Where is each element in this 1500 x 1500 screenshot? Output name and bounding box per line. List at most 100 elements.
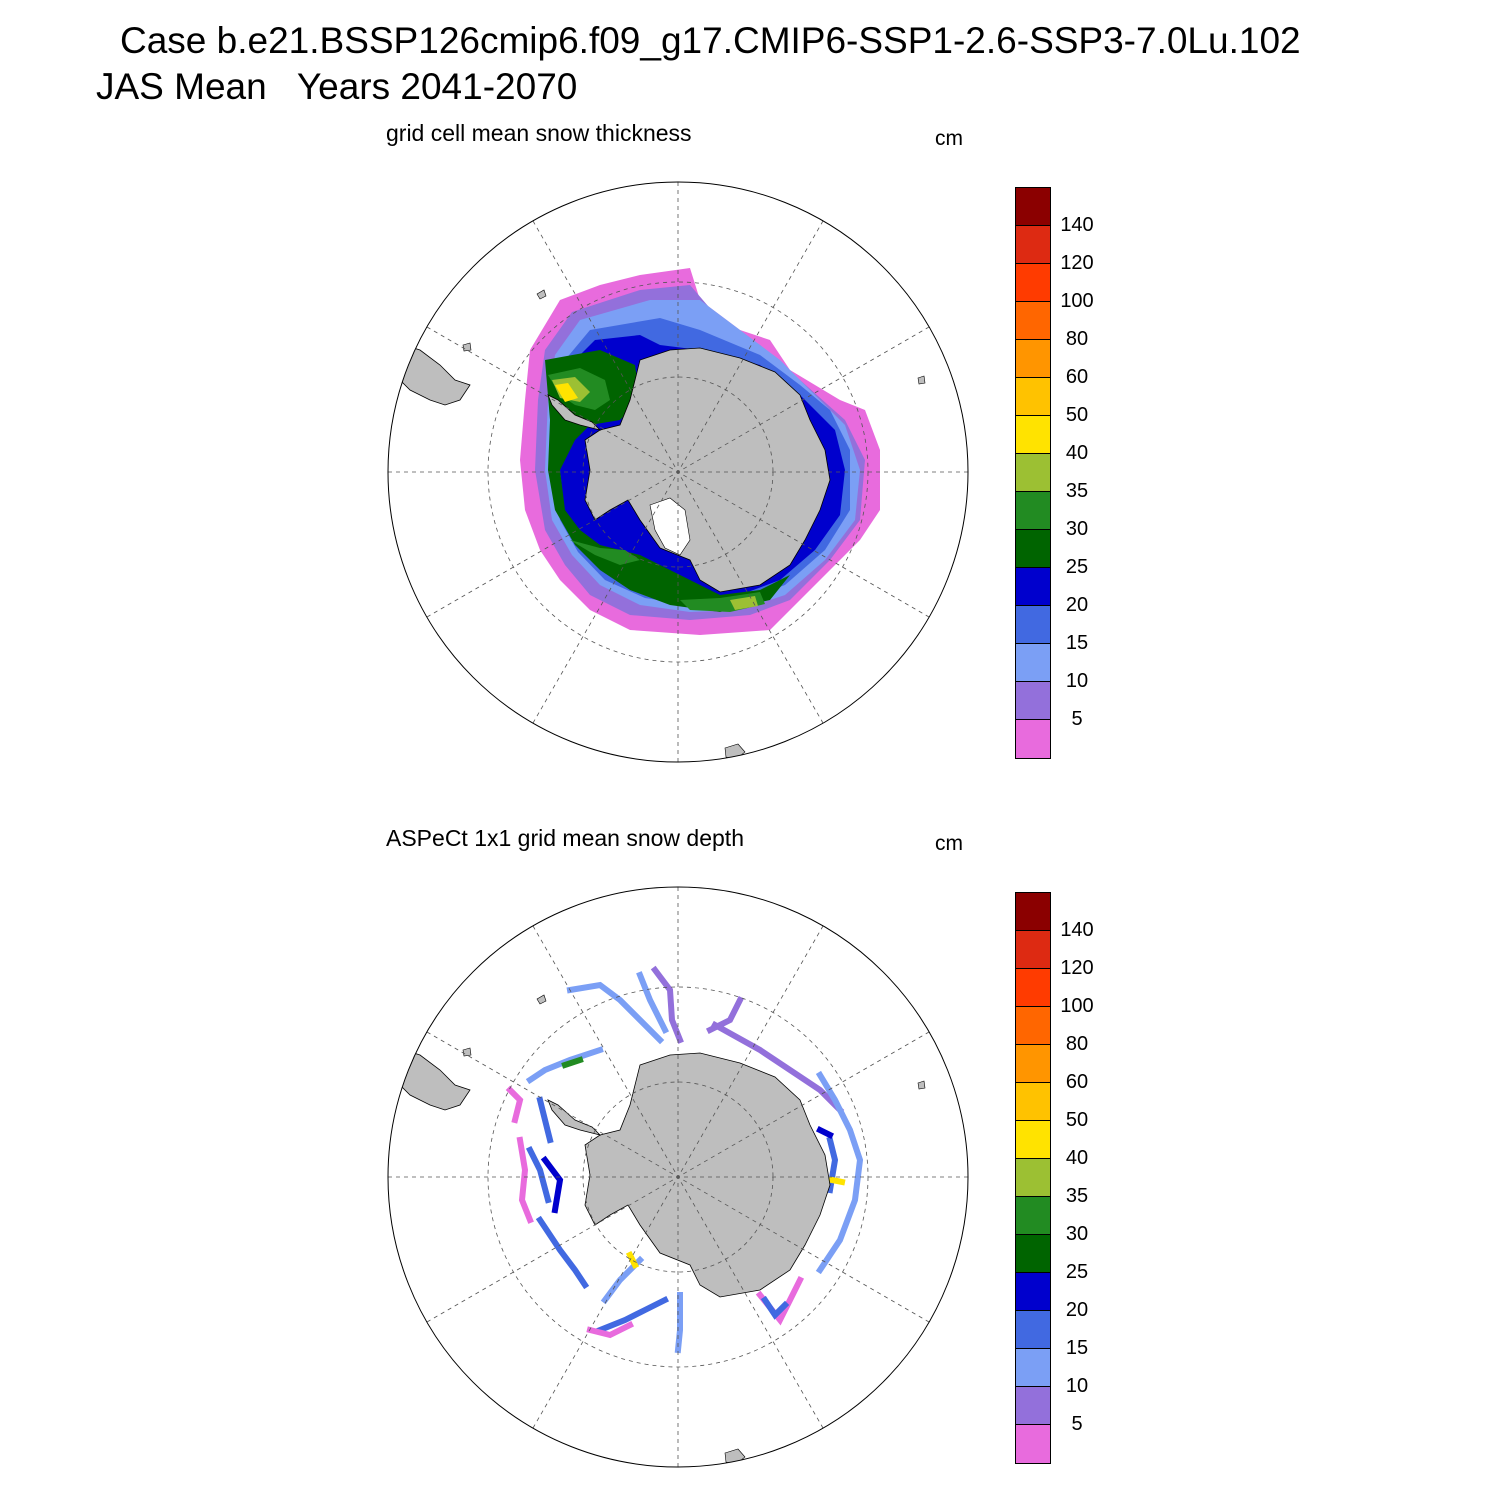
colorbar-tick-label-model: 60 xyxy=(1065,366,1089,388)
colorbar-swatch-aspect xyxy=(1016,893,1050,931)
colorbar-swatch-model xyxy=(1016,492,1050,530)
colorbar-swatch-model xyxy=(1016,302,1050,340)
colorbar-tick-label-model: 20 xyxy=(1065,594,1089,616)
track-segment xyxy=(710,1020,845,1115)
colorbar-tick-label-model: 50 xyxy=(1065,404,1089,426)
colorbar-tick-label-aspect: 20 xyxy=(1065,1299,1089,1321)
colorbar-swatch-model xyxy=(1016,568,1050,606)
track-segment xyxy=(650,965,684,1044)
track-segment xyxy=(625,1250,640,1270)
colorbar-swatch-model xyxy=(1016,530,1050,568)
colorbar-tick-label-aspect: 80 xyxy=(1065,1033,1089,1055)
panel-title-model: grid cell mean snow thickness xyxy=(386,120,692,146)
island-falkland-2 xyxy=(462,1047,472,1057)
map-panel-aspect xyxy=(388,965,926,1466)
colorbar-swatch-aspect xyxy=(1016,1273,1050,1311)
colorbar-swatch-model xyxy=(1016,340,1050,378)
colorbar-tick-label-model: 25 xyxy=(1065,556,1089,578)
colorbar-units-model: cm xyxy=(935,127,963,150)
antarctic-peninsula-2 xyxy=(547,1099,602,1136)
island-kerguelen xyxy=(917,375,926,385)
colorbar-units-aspect: cm xyxy=(935,832,963,855)
colorbar-swatch-model xyxy=(1016,454,1050,492)
colorbar-swatch-model xyxy=(1016,606,1050,644)
track-segment xyxy=(596,1295,670,1334)
colorbar-swatch-model xyxy=(1016,720,1050,758)
colorbar-swatch-aspect xyxy=(1016,1235,1050,1273)
track-segment xyxy=(525,1145,552,1204)
colorbar-swatch-aspect xyxy=(1016,1159,1050,1197)
ice-band-35-40 xyxy=(552,377,758,610)
colorbar-tick-label-model: 100 xyxy=(1060,290,1094,312)
colorbar-swatch-model xyxy=(1016,644,1050,682)
colorbar-tick-label-model: 35 xyxy=(1065,480,1089,502)
antarctica-land-2 xyxy=(584,1052,831,1298)
track-segment xyxy=(540,1155,564,1214)
graticule-model xyxy=(388,182,968,762)
track-segment xyxy=(535,1215,590,1290)
colorbar-tick-label-model: 40 xyxy=(1065,442,1089,464)
track-segment xyxy=(566,981,665,1045)
colorbar-swatch-aspect xyxy=(1016,969,1050,1007)
ice-band-30-35 xyxy=(548,368,765,612)
track-segment xyxy=(815,1125,835,1140)
colorbar-swatch-aspect xyxy=(1016,1121,1050,1159)
track-segment xyxy=(561,1056,584,1069)
colorbar-tick-label-model: 5 xyxy=(1071,708,1083,730)
island-kerguelen-2 xyxy=(917,1080,926,1090)
colorbar-tick-label-model: 30 xyxy=(1065,518,1089,540)
colorbar-swatch-model xyxy=(1016,682,1050,720)
track-segment xyxy=(828,1176,846,1186)
colorbar-swatch-model xyxy=(1016,188,1050,226)
colorbar-tick-label-model: 15 xyxy=(1065,632,1089,654)
colorbar-tick-label-aspect: 30 xyxy=(1065,1223,1089,1245)
map-panel-model xyxy=(388,268,926,761)
track-segment xyxy=(760,1295,790,1320)
colorbar-aspect xyxy=(1015,892,1051,1464)
colorbar-tick-label-aspect: 50 xyxy=(1065,1109,1089,1131)
island-georgia xyxy=(536,289,547,300)
colorbar-swatch-aspect xyxy=(1016,931,1050,969)
map-border-aspect xyxy=(387,886,969,1468)
colorbar-tick-label-aspect: 15 xyxy=(1065,1337,1089,1359)
colorbar-tick-label-aspect: 40 xyxy=(1065,1147,1089,1169)
colorbar-swatch-aspect xyxy=(1016,1311,1050,1349)
antarctic-peninsula xyxy=(547,394,602,431)
graticule-aspect xyxy=(388,887,968,1467)
south-america-land-2 xyxy=(388,1044,471,1111)
colorbar-swatch-model xyxy=(1016,378,1050,416)
colorbar-swatch-model xyxy=(1016,416,1050,454)
colorbar-tick-label-aspect: 5 xyxy=(1071,1413,1083,1435)
colorbar-tick-label-aspect: 60 xyxy=(1065,1071,1089,1093)
colorbar-swatch-aspect xyxy=(1016,1045,1050,1083)
track-segment xyxy=(536,1096,554,1144)
colorbar-tick-label-aspect: 100 xyxy=(1060,995,1094,1017)
track-segment xyxy=(586,1320,635,1339)
colorbar-swatch-aspect xyxy=(1016,1007,1050,1045)
colorbar-tick-label-aspect: 25 xyxy=(1065,1261,1089,1283)
track-segment xyxy=(815,1070,864,1275)
track-segment xyxy=(674,1292,683,1354)
colorbar-tick-label-model: 120 xyxy=(1060,252,1094,274)
colorbar-tick-label-model: 80 xyxy=(1065,328,1089,350)
panel-title-aspect: ASPeCt 1x1 grid mean snow depth xyxy=(386,825,744,851)
colorbar-swatch-aspect xyxy=(1016,1197,1050,1235)
colorbar-swatch-model xyxy=(1016,264,1050,302)
figure-title-line1: Case b.e21.BSSP126cmip6.f09_g17.CMIP6-SS… xyxy=(120,20,1301,61)
track-segment xyxy=(636,971,670,1035)
track-segment xyxy=(516,1136,534,1224)
figure-title-line2: JAS Mean Years 2041-2070 xyxy=(96,66,578,107)
island-georgia-2 xyxy=(536,994,547,1005)
colorbar-swatch-model xyxy=(1016,226,1050,264)
colorbar-swatch-aspect xyxy=(1016,1387,1050,1425)
colorbar-tick-label-aspect: 10 xyxy=(1065,1375,1089,1397)
colorbar-tick-label-aspect: 140 xyxy=(1060,919,1094,941)
colorbar-model xyxy=(1015,187,1051,759)
ice-band-25-30 xyxy=(545,350,790,612)
antarctica-land xyxy=(584,347,831,593)
map-border-model xyxy=(387,181,969,763)
colorbar-swatch-aspect xyxy=(1016,1083,1050,1121)
ross-ice-shelf xyxy=(649,497,691,556)
colorbar-tick-label-aspect: 120 xyxy=(1060,957,1094,979)
